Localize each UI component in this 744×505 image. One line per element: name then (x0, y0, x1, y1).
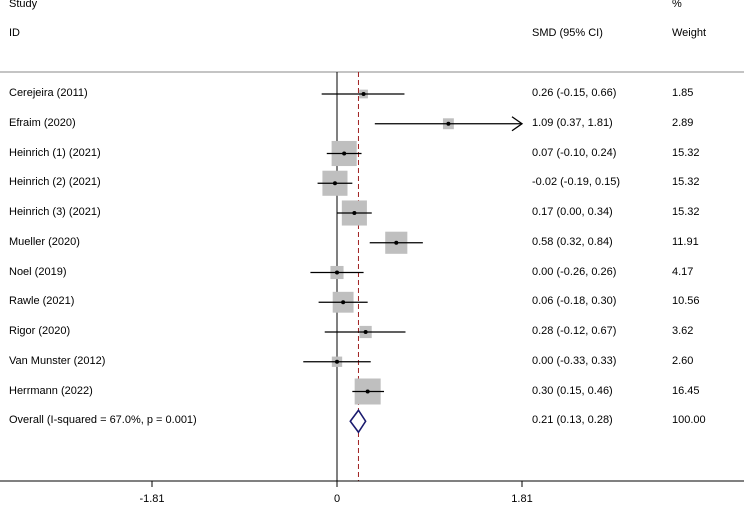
ci-arrow-icon (511, 116, 524, 132)
x-tick-label: 1.81 (511, 493, 532, 505)
study-effect: 0.58 (0.32, 0.84) (532, 235, 613, 248)
x-tick-label: 0 (334, 493, 340, 505)
overall-weight: 100.00 (672, 414, 706, 427)
study-weight: 16.45 (672, 384, 700, 397)
point-estimate (363, 330, 368, 334)
point-estimate (335, 270, 339, 275)
point-estimate (342, 151, 347, 156)
study-effect: 0.17 (0.00, 0.34) (532, 206, 613, 218)
study-weight: 10.56 (672, 295, 700, 308)
study-label: Mueller (2020) (9, 235, 80, 248)
study-weight: 2.60 (672, 354, 694, 367)
study-label: Rigor (2020) (9, 325, 71, 337)
study-effect: -0.02 (-0.19, 0.15) (532, 176, 621, 189)
study-effect: 0.07 (-0.10, 0.24) (532, 146, 617, 159)
study-effect: 0.26 (-0.15, 0.66) (532, 87, 617, 99)
point-estimate (335, 359, 339, 364)
study-label: Heinrich (2) (2021) (9, 176, 101, 189)
study-effect: 0.28 (-0.12, 0.67) (532, 325, 617, 337)
study-label: Rawle (2021) (9, 295, 75, 308)
overall-label: Overall (I-squared = 67.0%, p = 0.001) (9, 414, 197, 427)
study-effect: 0.00 (-0.33, 0.33) (532, 354, 617, 367)
study-weight: 11.91 (672, 235, 699, 248)
study-label: Heinrich (1) (2021) (9, 146, 101, 159)
study-weight: 15.32 (672, 206, 700, 218)
study-label: Efraim (2020) (9, 116, 76, 129)
overall-effect: 0.21 (0.13, 0.28) (532, 414, 613, 427)
study-weight: 15.32 (672, 176, 700, 189)
study-effect: 1.09 (0.37, 1.81) (532, 116, 613, 129)
study-label: Herrmann (2022) (9, 384, 93, 397)
study-weight: 4.17 (672, 265, 694, 278)
point-estimate (394, 240, 399, 245)
study-weight: 1.85 (672, 87, 694, 99)
study-weight: 15.32 (672, 146, 700, 159)
header-study: Study (9, 0, 38, 10)
point-estimate (446, 121, 451, 126)
study-label: Heinrich (3) (2021) (9, 206, 101, 218)
study-effect: 0.00 (-0.26, 0.26) (532, 265, 617, 278)
point-estimate (352, 211, 357, 215)
study-weight: 3.62 (672, 325, 694, 337)
study-effect: 0.06 (-0.18, 0.30) (532, 295, 617, 308)
point-estimate (365, 389, 370, 394)
point-estimate (361, 92, 366, 96)
study-label: Noel (2019) (9, 265, 67, 278)
x-tick-label: -1.81 (139, 493, 164, 505)
header-effect: SMD (95% CI) (532, 27, 603, 39)
study-weight: 2.89 (672, 116, 694, 129)
overall-diamond (349, 408, 367, 434)
header-weight-percent: % (672, 0, 682, 10)
study-effect: 0.30 (0.15, 0.46) (532, 384, 613, 397)
study-label: Van Munster (2012) (9, 354, 106, 367)
point-estimate (341, 300, 346, 305)
header-id: ID (9, 27, 20, 39)
study-label: Cerejeira (2011) (9, 87, 88, 99)
point-estimate (332, 181, 337, 186)
header-weight: Weight (672, 27, 707, 39)
